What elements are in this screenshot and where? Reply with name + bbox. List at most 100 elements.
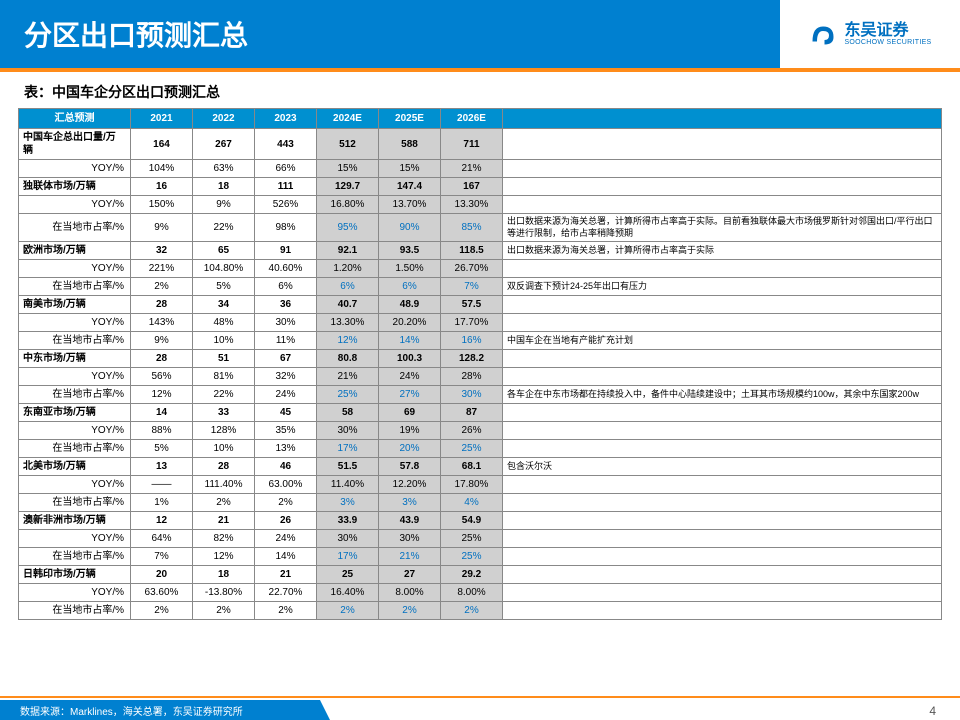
data-cell: 12%	[193, 548, 255, 566]
data-cell: 2%	[379, 602, 441, 620]
data-cell: 22%	[193, 386, 255, 404]
column-header: 2026E	[441, 109, 503, 129]
data-cell: 57.5	[441, 296, 503, 314]
data-cell: 24%	[255, 386, 317, 404]
data-cell: 5%	[193, 278, 255, 296]
data-cell: 588	[379, 129, 441, 160]
data-cell: 2%	[193, 602, 255, 620]
data-cell: 8.00%	[379, 584, 441, 602]
data-cell: 9%	[193, 196, 255, 214]
table-row: 北美市场/万辆13284651.557.868.1包含沃尔沃	[19, 458, 942, 476]
table-row: 独联体市场/万辆1618111129.7147.4167	[19, 178, 942, 196]
data-cell: 26%	[441, 422, 503, 440]
note-cell	[503, 129, 942, 160]
data-cell: 66%	[255, 160, 317, 178]
note-cell	[503, 440, 942, 458]
data-cell: 11.40%	[317, 476, 379, 494]
note-cell	[503, 350, 942, 368]
row-label: YOY/%	[19, 584, 131, 602]
data-cell: 526%	[255, 196, 317, 214]
data-cell: 29.2	[441, 566, 503, 584]
data-cell: 147.4	[379, 178, 441, 196]
data-cell: 63%	[193, 160, 255, 178]
data-cell: 104%	[131, 160, 193, 178]
table-body: 中国车企总出口量/万辆164267443512588711YOY/%104%63…	[19, 129, 942, 620]
data-cell: 512	[317, 129, 379, 160]
data-cell: 26	[255, 512, 317, 530]
slide-header: 分区出口预测汇总 东吴证券 SOOCHOW SECURITIES	[0, 0, 960, 72]
row-label: 欧洲市场/万辆	[19, 242, 131, 260]
data-cell: 46	[255, 458, 317, 476]
table-row: 在当地市占率/%1%2%2%3%3%4%	[19, 494, 942, 512]
data-cell: 25%	[317, 386, 379, 404]
data-cell: 28	[193, 458, 255, 476]
data-cell: 17.80%	[441, 476, 503, 494]
data-cell: 14	[131, 404, 193, 422]
data-cell: 6%	[379, 278, 441, 296]
data-cell: 21	[255, 566, 317, 584]
data-cell: 12	[131, 512, 193, 530]
row-label: 北美市场/万辆	[19, 458, 131, 476]
data-cell: 167	[441, 178, 503, 196]
row-label: YOY/%	[19, 314, 131, 332]
data-cell: 2%	[317, 602, 379, 620]
data-cell: 54.9	[441, 512, 503, 530]
data-cell: 35%	[255, 422, 317, 440]
data-cell: 2%	[255, 602, 317, 620]
data-cell: 20.20%	[379, 314, 441, 332]
table-row: YOY/%88%128%35%30%19%26%	[19, 422, 942, 440]
table-row: 日韩印市场/万辆201821252729.2	[19, 566, 942, 584]
data-cell: 1%	[131, 494, 193, 512]
data-cell: 14%	[255, 548, 317, 566]
data-cell: 27%	[379, 386, 441, 404]
table-row: 在当地市占率/%7%12%14%17%21%25%	[19, 548, 942, 566]
column-header: 汇总预测	[19, 109, 131, 129]
table-row: 在当地市占率/%2%2%2%2%2%2%	[19, 602, 942, 620]
data-cell: 1.50%	[379, 260, 441, 278]
data-cell: 10%	[193, 440, 255, 458]
row-label: 在当地市占率/%	[19, 548, 131, 566]
data-cell: 24%	[255, 530, 317, 548]
row-label: YOY/%	[19, 260, 131, 278]
note-cell	[503, 368, 942, 386]
data-cell: 63.00%	[255, 476, 317, 494]
data-cell: 24%	[379, 368, 441, 386]
row-label: 在当地市占率/%	[19, 602, 131, 620]
data-cell: 25%	[441, 440, 503, 458]
table-row: 在当地市占率/%2%5%6%6%6%7%双反调查下预计24-25年出口有压力	[19, 278, 942, 296]
row-label: 南美市场/万辆	[19, 296, 131, 314]
table-row: 在当地市占率/%9%22%98%95%90%85%出口数据来源为海关总署，计算所…	[19, 214, 942, 242]
data-cell: 21	[193, 512, 255, 530]
data-cell: 91	[255, 242, 317, 260]
data-cell: 18	[193, 566, 255, 584]
data-cell: 57.8	[379, 458, 441, 476]
data-cell: 33.9	[317, 512, 379, 530]
data-cell: 22.70%	[255, 584, 317, 602]
table-header-row: 汇总预测2021202220232024E2025E2026E	[19, 109, 942, 129]
note-cell	[503, 422, 942, 440]
note-cell	[503, 178, 942, 196]
data-cell: 7%	[131, 548, 193, 566]
data-cell: 111	[255, 178, 317, 196]
data-cell: 25	[317, 566, 379, 584]
data-cell: 17%	[317, 548, 379, 566]
data-cell: 8.00%	[441, 584, 503, 602]
data-cell: 17%	[317, 440, 379, 458]
note-cell	[503, 476, 942, 494]
row-label: 东南亚市场/万辆	[19, 404, 131, 422]
data-cell: 7%	[441, 278, 503, 296]
data-cell: 58	[317, 404, 379, 422]
row-label: 在当地市占率/%	[19, 386, 131, 404]
note-cell	[503, 404, 942, 422]
table-row: YOY/%221%104.80%40.60%1.20%1.50%26.70%	[19, 260, 942, 278]
table-row: YOY/%64%82%24%30%30%25%	[19, 530, 942, 548]
data-cell: 51.5	[317, 458, 379, 476]
data-cell: 16	[131, 178, 193, 196]
row-label: YOY/%	[19, 476, 131, 494]
table-row: YOY/%143%48%30%13.30%20.20%17.70%	[19, 314, 942, 332]
data-cell: 21%	[441, 160, 503, 178]
table-row: 中东市场/万辆28516780.8100.3128.2	[19, 350, 942, 368]
data-cell: 2%	[441, 602, 503, 620]
row-label: YOY/%	[19, 368, 131, 386]
data-cell: 30%	[379, 530, 441, 548]
